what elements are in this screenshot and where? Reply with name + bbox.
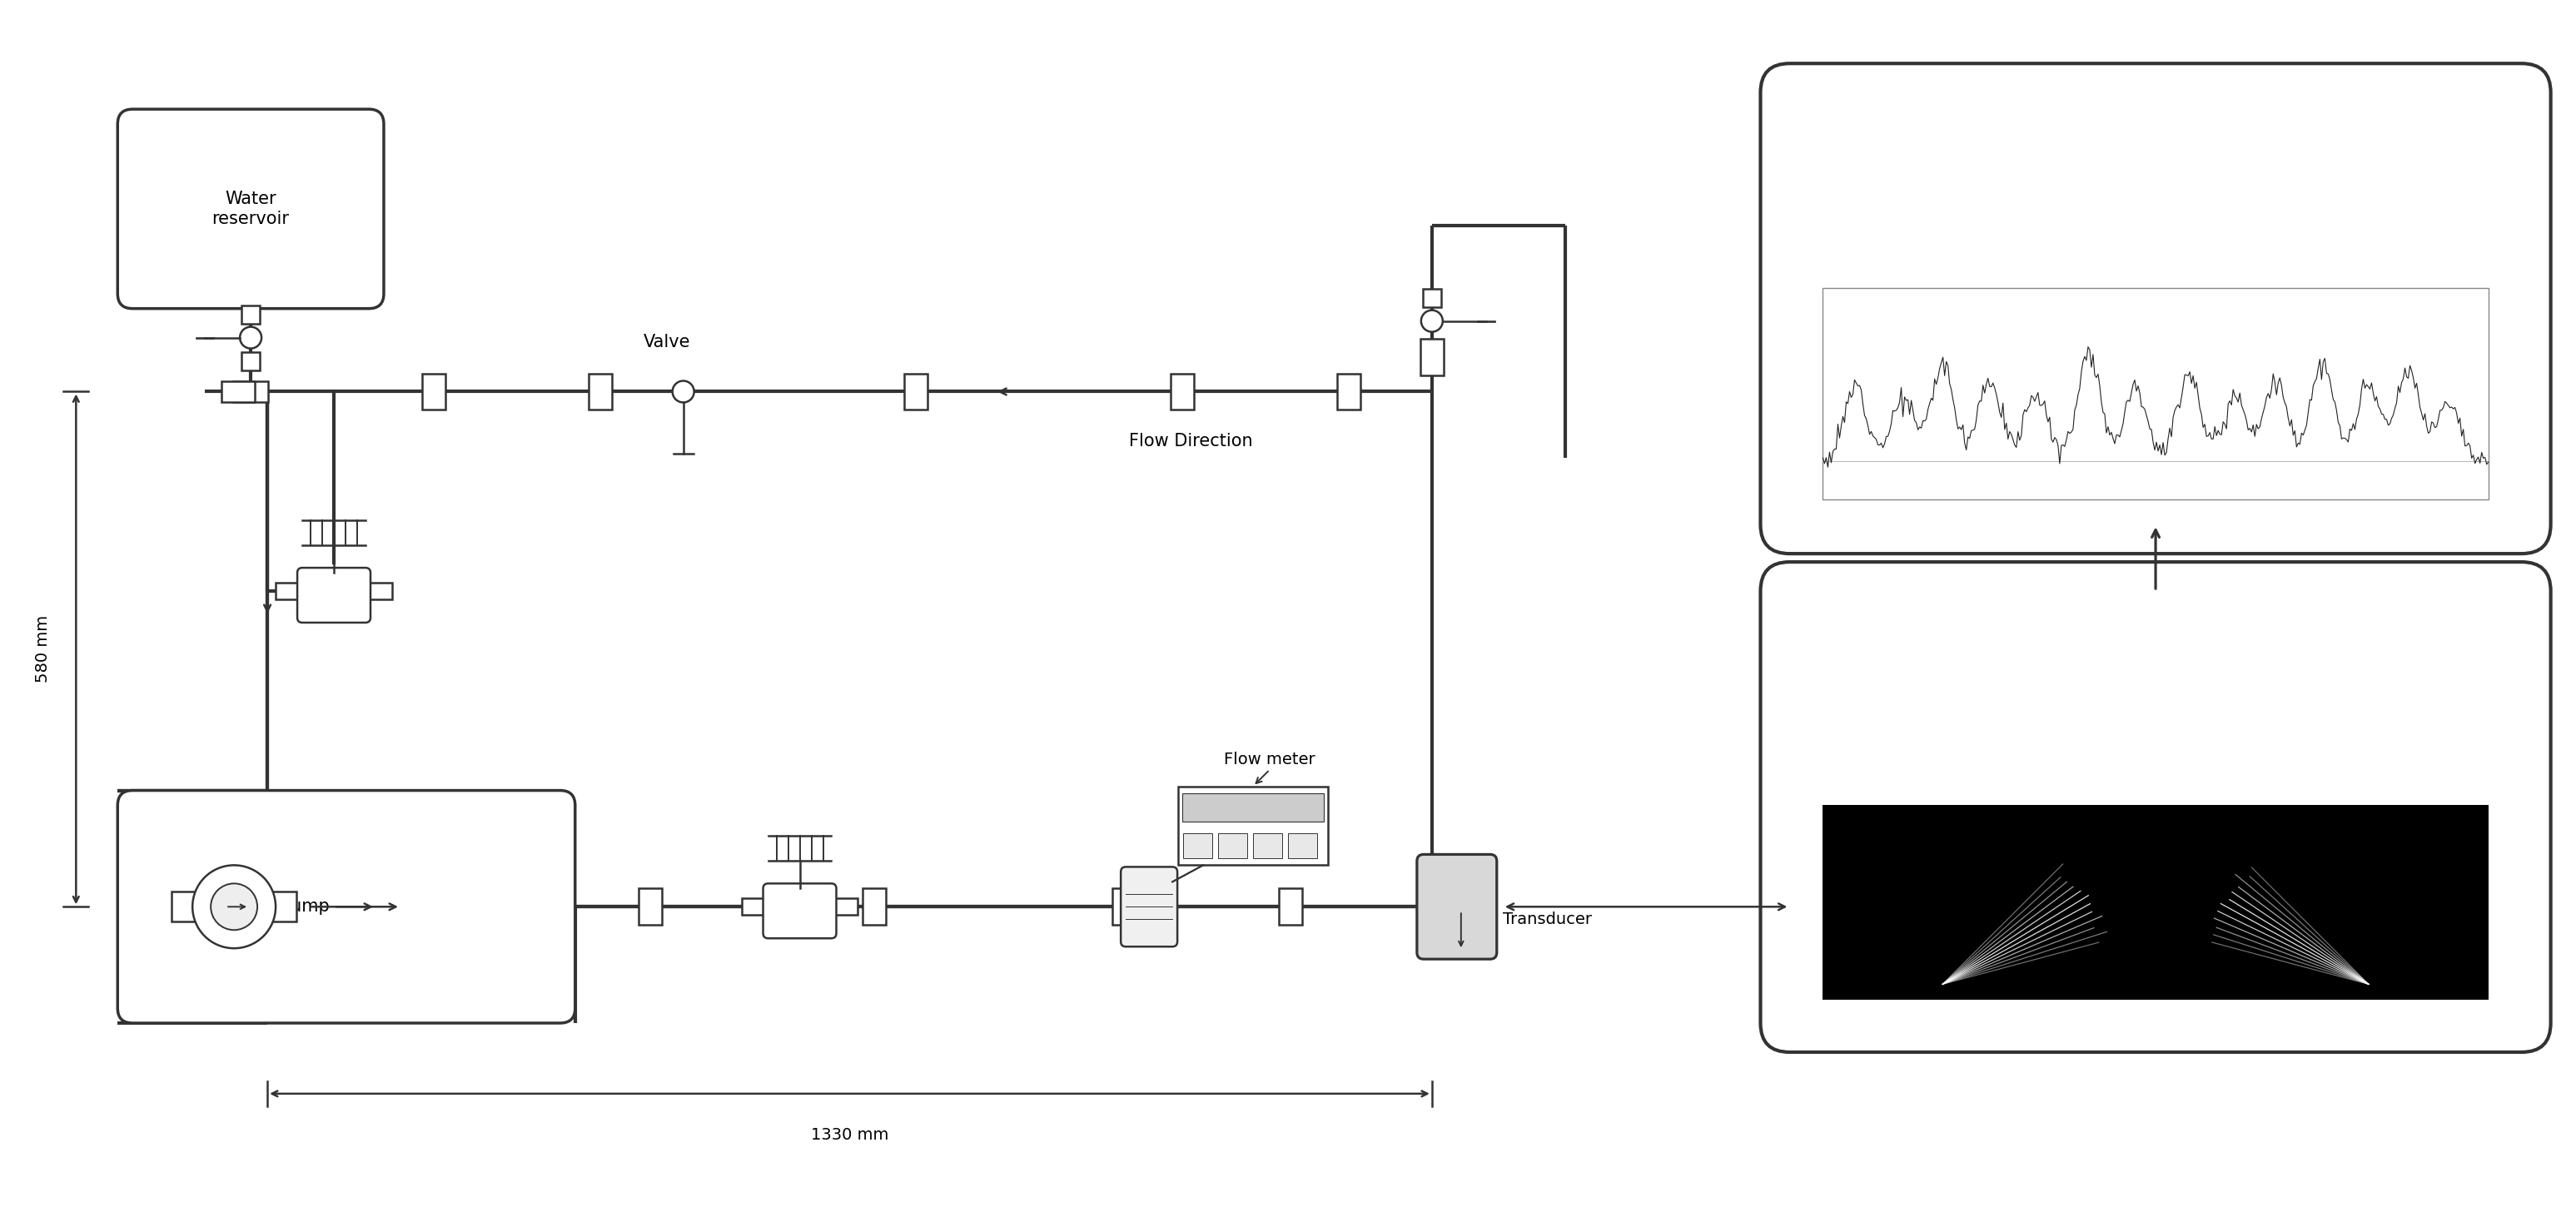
FancyBboxPatch shape (118, 791, 574, 1024)
Circle shape (672, 381, 693, 402)
Bar (422, 373, 446, 410)
Text: Pump: Pump (281, 898, 330, 915)
Circle shape (240, 327, 263, 349)
Text: Hardware: Hardware (2102, 672, 2210, 693)
Bar (270, 892, 296, 922)
Bar (1419, 338, 1443, 375)
Text: Valve: Valve (644, 333, 690, 350)
Bar (1182, 834, 1213, 858)
Bar (234, 381, 268, 402)
Bar (742, 898, 768, 915)
FancyBboxPatch shape (1759, 64, 2550, 554)
Bar (1182, 793, 1324, 822)
Text: Flow Direction: Flow Direction (1128, 433, 1252, 450)
Bar (1177, 786, 1327, 865)
Text: Host Computer: Host Computer (2071, 126, 2239, 146)
Bar (832, 898, 858, 915)
Text: Transmit Generation: Transmit Generation (2076, 727, 2236, 742)
FancyBboxPatch shape (118, 109, 384, 309)
Bar (242, 351, 260, 371)
Text: Flow meter: Flow meter (1224, 751, 1316, 768)
Text: Receive Processing: Receive Processing (2081, 770, 2231, 786)
Bar (1337, 373, 1360, 410)
Text: 1330 mm: 1330 mm (811, 1127, 889, 1143)
Bar (639, 888, 662, 925)
Text: Signal Processing: Signal Processing (2087, 176, 2223, 192)
FancyBboxPatch shape (1121, 867, 1177, 946)
FancyBboxPatch shape (296, 567, 371, 623)
Bar (368, 583, 392, 600)
Bar (587, 373, 611, 410)
Bar (1824, 287, 2488, 500)
Bar (222, 381, 255, 402)
Text: Flow Estimation: Flow Estimation (2094, 220, 2218, 235)
FancyBboxPatch shape (1759, 562, 2550, 1053)
Bar (173, 892, 196, 922)
Bar (863, 888, 886, 925)
Bar (1288, 834, 1316, 858)
Bar (904, 373, 927, 410)
Bar (1278, 888, 1301, 925)
FancyBboxPatch shape (762, 884, 837, 938)
Bar (276, 583, 301, 600)
Bar (242, 305, 260, 323)
Bar (1113, 888, 1136, 925)
Text: Data Acquisition: Data Acquisition (2063, 624, 2246, 645)
Bar (1824, 805, 2488, 999)
Circle shape (193, 865, 276, 949)
Text: Transducer: Transducer (1502, 911, 1592, 927)
Bar (1170, 373, 1195, 410)
FancyBboxPatch shape (1417, 855, 1497, 960)
Bar (1218, 834, 1247, 858)
Text: 580 mm: 580 mm (36, 616, 52, 683)
Circle shape (211, 884, 258, 931)
Bar (1422, 288, 1440, 307)
Bar (1252, 834, 1283, 858)
Circle shape (1422, 310, 1443, 332)
Text: Water
reservoir: Water reservoir (211, 191, 289, 227)
